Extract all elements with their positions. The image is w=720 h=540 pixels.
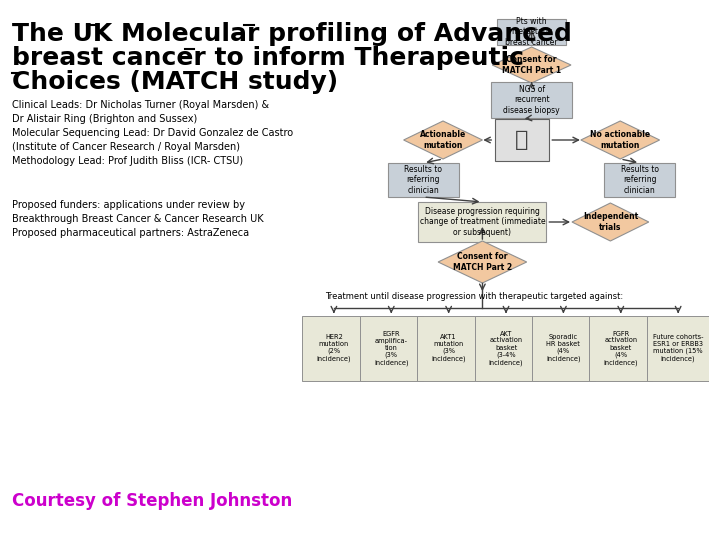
Text: Future cohorts-
ESR1 or ERBB3
mutation (15%
incidence): Future cohorts- ESR1 or ERBB3 mutation (… <box>653 334 703 362</box>
Polygon shape <box>572 203 649 241</box>
Polygon shape <box>438 241 527 283</box>
Text: Disease progression requiring
change of treatment (immediate
or subsequent): Disease progression requiring change of … <box>420 207 545 237</box>
FancyBboxPatch shape <box>474 315 538 381</box>
Text: FGFR
activation
basket
(4%
incidence): FGFR activation basket (4% incidence) <box>603 330 638 366</box>
FancyBboxPatch shape <box>418 202 546 242</box>
Text: Treatment until disease progression with therapeutic targeted against:: Treatment until disease progression with… <box>325 292 623 301</box>
Text: HER2
mutation
(2%
incidence): HER2 mutation (2% incidence) <box>317 334 351 362</box>
Text: Results to
referring
clinician: Results to referring clinician <box>621 165 659 195</box>
Text: Pts with
metastatic
breast cancer: Pts with metastatic breast cancer <box>505 17 558 47</box>
Text: Proposed funders: applications under review by
Breakthrough Breast Cancer & Canc: Proposed funders: applications under rev… <box>12 200 264 238</box>
FancyBboxPatch shape <box>491 82 572 118</box>
Text: The UK Molecular profiling of Advanced: The UK Molecular profiling of Advanced <box>12 22 572 46</box>
Text: Courtesy of Stephen Johnston: Courtesy of Stephen Johnston <box>12 492 292 510</box>
Text: breast cancer to inform Therapeutic: breast cancer to inform Therapeutic <box>12 46 524 70</box>
Text: No actionable
mutation: No actionable mutation <box>590 130 650 150</box>
Text: Clinical Leads: Dr Nicholas Turner (Royal Marsden) &
Dr Alistair Ring (Brighton : Clinical Leads: Dr Nicholas Turner (Roya… <box>12 100 293 166</box>
Text: Choices (MATCH study): Choices (MATCH study) <box>12 70 338 94</box>
Text: Sporadic
HR basket
(4%
incidence): Sporadic HR basket (4% incidence) <box>546 334 581 362</box>
Text: 🖥: 🖥 <box>515 130 528 150</box>
FancyBboxPatch shape <box>498 19 566 45</box>
FancyBboxPatch shape <box>302 315 365 381</box>
Text: EGFR
amplifica-
tion
(3%
incidence): EGFR amplifica- tion (3% incidence) <box>374 330 408 366</box>
Polygon shape <box>404 121 482 159</box>
FancyBboxPatch shape <box>417 315 480 381</box>
Polygon shape <box>581 121 660 159</box>
FancyBboxPatch shape <box>532 315 595 381</box>
FancyBboxPatch shape <box>589 315 652 381</box>
Text: Actionable
mutation: Actionable mutation <box>420 130 466 150</box>
FancyBboxPatch shape <box>388 163 459 197</box>
Text: Independent
trials: Independent trials <box>582 212 638 232</box>
Text: Results to
referring
clinician: Results to referring clinician <box>405 165 442 195</box>
FancyBboxPatch shape <box>605 163 675 197</box>
Text: AKT1
mutation
(3%
incidence): AKT1 mutation (3% incidence) <box>431 334 466 362</box>
FancyBboxPatch shape <box>360 315 423 381</box>
FancyBboxPatch shape <box>495 119 549 161</box>
Text: Consent for
MATCH Part 1: Consent for MATCH Part 1 <box>502 55 561 75</box>
Text: Consent for
MATCH Part 2: Consent for MATCH Part 2 <box>453 252 512 272</box>
Text: NGS of
recurrent
disease biopsy: NGS of recurrent disease biopsy <box>503 85 560 115</box>
Text: AKT
activation
basket
(3-4%
incidence): AKT activation basket (3-4% incidence) <box>489 330 523 366</box>
FancyBboxPatch shape <box>647 315 710 381</box>
Polygon shape <box>492 47 571 83</box>
